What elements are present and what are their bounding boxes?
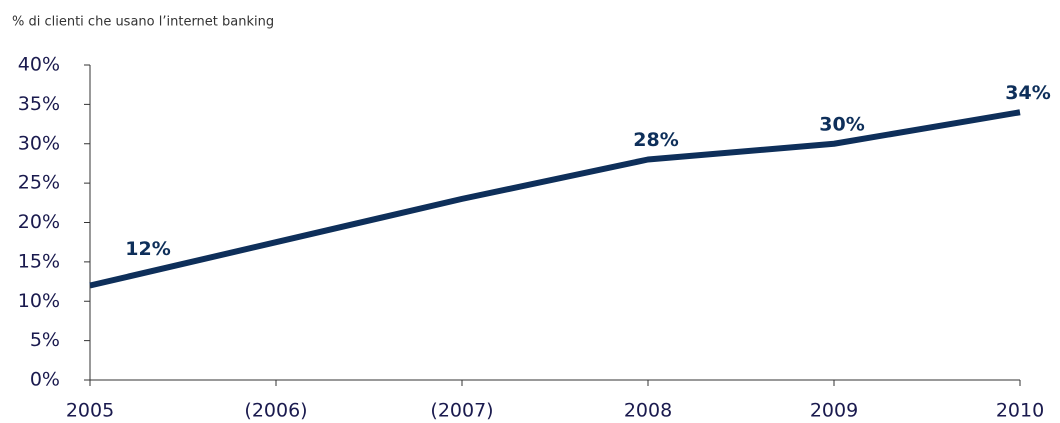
y-tick-label: 15%	[18, 250, 60, 272]
x-tick-label: 2005	[66, 400, 114, 422]
line	[89, 109, 1021, 289]
y-tick-label: 35%	[18, 93, 60, 115]
value-label: 34%	[1005, 82, 1050, 104]
x-tick-label: (2006)	[244, 400, 307, 422]
y-tick-label: 0%	[30, 369, 60, 391]
y-tick-label: 5%	[30, 329, 60, 351]
value-label: 28%	[633, 129, 678, 151]
y-tick-label: 30%	[18, 132, 60, 154]
value-label: 12%	[125, 238, 170, 260]
x-tick-label: 2008	[624, 400, 672, 422]
chart-title: % di clienti che usano l’internet bankin…	[12, 15, 274, 30]
x-tick-label: 2009	[810, 400, 858, 422]
y-tick-label: 25%	[18, 172, 60, 194]
y-tick-label: 20%	[18, 211, 60, 233]
x-tick-label: (2007)	[430, 400, 493, 422]
x-tick-label: 2010	[996, 400, 1044, 422]
y-tick-label: 10%	[18, 290, 60, 312]
y-tick-label: 40%	[18, 54, 60, 76]
value-label: 30%	[819, 113, 864, 135]
